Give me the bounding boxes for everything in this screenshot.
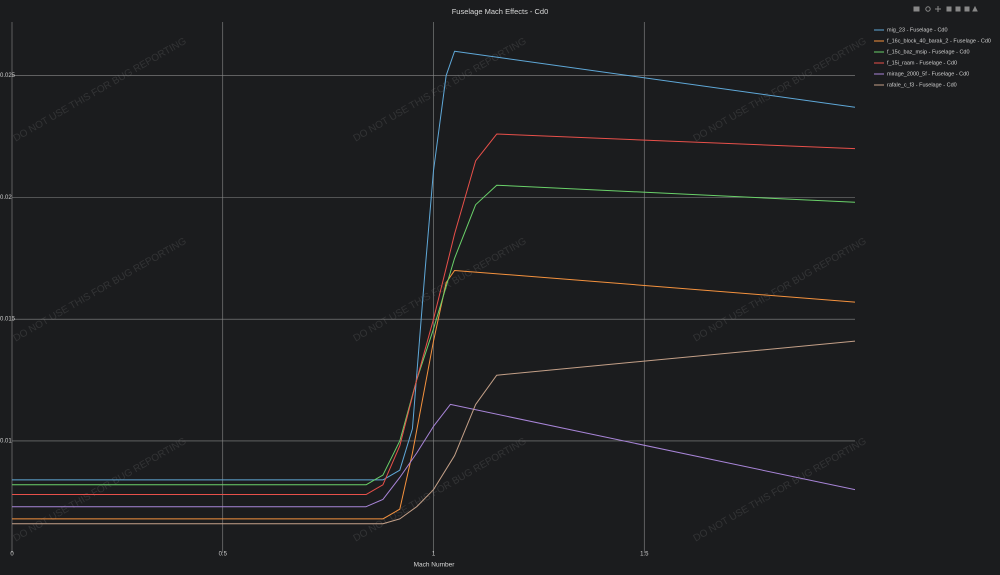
y-tick-label: 0.01 xyxy=(0,439,12,445)
series-line xyxy=(12,403,855,508)
autoscale-icon[interactable] xyxy=(964,6,970,12)
watermark: DO NOT USE THIS FOR BUG REPORTING xyxy=(352,236,529,345)
zoom-in-icon[interactable] xyxy=(946,6,952,12)
legend-label: mig_23 - Fuselage - Cd0 xyxy=(887,27,948,33)
watermark: DO NOT USE THIS FOR BUG REPORTING xyxy=(12,236,189,345)
x-tick-label: 0 xyxy=(10,552,14,558)
series-line xyxy=(12,184,855,486)
series-line xyxy=(12,50,855,481)
watermark: DO NOT USE THIS FOR BUG REPORTING xyxy=(12,36,189,145)
chart-title: Fuselage Mach Effects - Cd0 xyxy=(452,7,549,16)
x-tick-label: 0.5 xyxy=(219,552,228,558)
watermark: DO NOT USE THIS FOR BUG REPORTING xyxy=(692,436,869,545)
watermark: DO NOT USE THIS FOR BUG REPORTING xyxy=(12,436,189,545)
x-tick-label: 1 xyxy=(432,552,436,558)
y-tick-label: 0.02 xyxy=(0,195,12,201)
y-tick-label: 0.025 xyxy=(0,73,16,79)
legend-label: f_16c_block_40_barak_2 - Fuselage - Cd0 xyxy=(887,38,991,44)
watermark: DO NOT USE THIS FOR BUG REPORTING xyxy=(352,436,529,545)
series-line xyxy=(12,340,855,525)
legend-label: f_15i_raam - Fuselage - Cd0 xyxy=(887,60,957,66)
y-tick-label: 0.015 xyxy=(0,317,16,323)
reset-icon[interactable] xyxy=(972,5,978,12)
legend-label: rafale_c_f3 - Fuselage - Cd0 xyxy=(887,82,957,88)
pan-icon[interactable] xyxy=(935,6,941,12)
legend-label: f_15c_baz_msip - Fuselage - Cd0 xyxy=(887,49,970,55)
watermark: DO NOT USE THIS FOR BUG REPORTING xyxy=(352,36,529,145)
series-line xyxy=(12,133,855,496)
series-line xyxy=(12,269,855,520)
camera-icon[interactable] xyxy=(913,6,920,12)
x-tick-label: 1.5 xyxy=(640,552,649,558)
x-axis-label: Mach Number xyxy=(414,562,456,569)
legend-label: mirage_2000_5f - Fuselage - Cd0 xyxy=(887,71,969,77)
toolbar xyxy=(913,5,978,12)
watermark: DO NOT USE THIS FOR BUG REPORTING xyxy=(692,236,869,345)
watermark: DO NOT USE THIS FOR BUG REPORTING xyxy=(692,36,869,145)
plot-area xyxy=(12,50,855,525)
zoom-icon[interactable] xyxy=(925,6,931,12)
zoom-out-icon[interactable] xyxy=(955,6,961,12)
